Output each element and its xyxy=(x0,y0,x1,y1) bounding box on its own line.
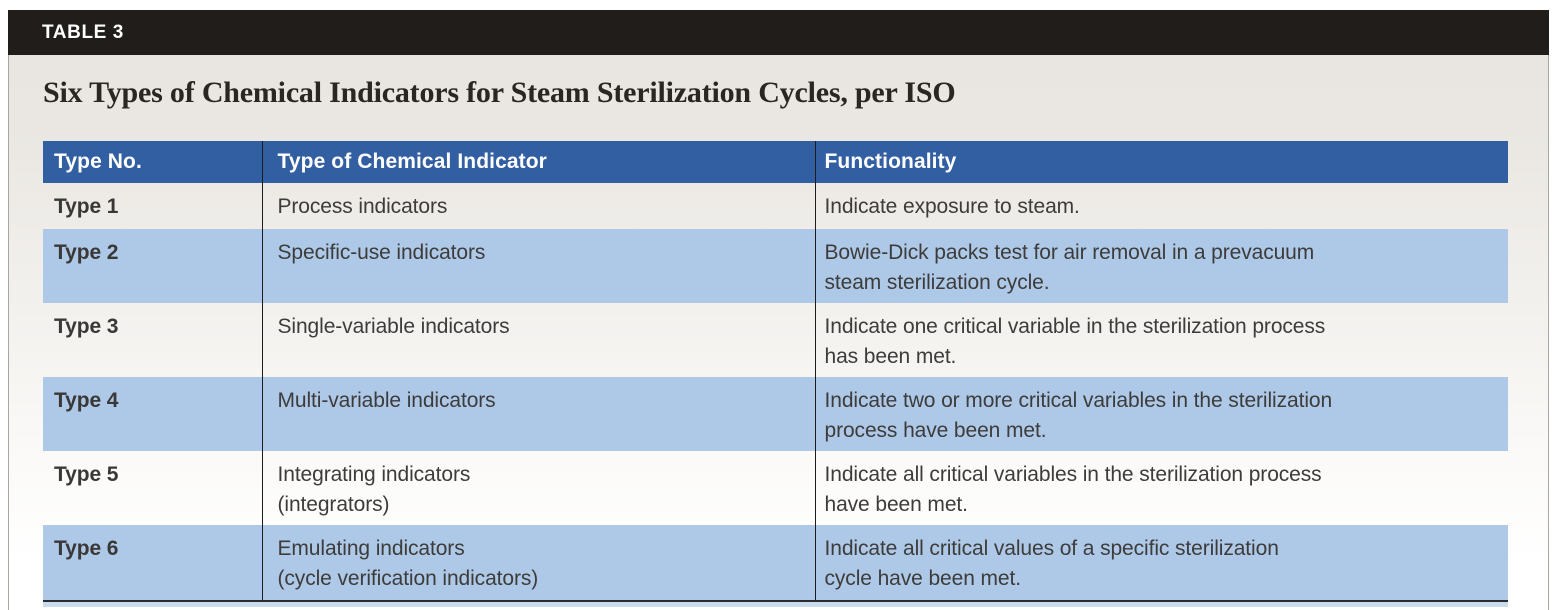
table-row: Type 5 Integrating indicators (integrato… xyxy=(43,451,1508,525)
table-row: Type 1 Process indicators Indicate expos… xyxy=(43,183,1508,229)
table-label-bar: TABLE 3 xyxy=(8,10,1549,55)
cell-line: Indicate two or more critical variables … xyxy=(824,389,1333,412)
page-title: Six Types of Chemical Indicators for Ste… xyxy=(43,76,956,109)
cell-line: Indicate all critical variables in the s… xyxy=(824,463,1322,486)
cell-line: Process indicators xyxy=(277,195,448,218)
cell-line: Indicate exposure to steam. xyxy=(824,195,1080,218)
cell-functionality: Indicate two or more critical variables … xyxy=(814,377,1508,451)
table-row: Type 2 Specific-use indicators Bowie-Dic… xyxy=(43,229,1508,303)
cell-indicator: Specific-use indicators xyxy=(261,229,815,303)
table-header-row: Type No. Type of Chemical Indicator Func… xyxy=(43,141,1508,183)
cell-indicator: Integrating indicators (integrators) xyxy=(261,451,815,525)
column-header-functionality: Functionality xyxy=(814,141,1508,183)
cell-line: Single-variable indicators xyxy=(277,315,510,338)
column-header-type-no: Type No. xyxy=(43,141,262,183)
cell-functionality: Indicate all critical values of a specif… xyxy=(814,525,1508,601)
cell-line: process have been met. xyxy=(824,419,1047,442)
chemical-indicators-table: Type No. Type of Chemical Indicator Func… xyxy=(43,141,1508,602)
column-header-indicator: Type of Chemical Indicator xyxy=(261,141,815,183)
cell-type-no: Type 3 xyxy=(54,315,119,338)
cell-line: has been met. xyxy=(824,345,957,368)
cell-type-no: Type 2 xyxy=(54,241,119,264)
cell-line: Indicate one critical variable in the st… xyxy=(824,315,1326,338)
title-block: Six Types of Chemical Indicators for Ste… xyxy=(9,55,1548,141)
cell-line: Integrating indicators xyxy=(277,463,471,486)
cell-indicator: Single-variable indicators xyxy=(261,303,815,377)
cell-type-no: Type 4 xyxy=(54,389,119,412)
cell-line: Bowie-Dick packs test for air removal in… xyxy=(824,241,1315,264)
cell-line: Specific-use indicators xyxy=(277,241,486,264)
table-bottom-strip xyxy=(43,602,1508,607)
cell-functionality: Indicate exposure to steam. xyxy=(814,183,1508,229)
cell-functionality: Indicate one critical variable in the st… xyxy=(814,303,1508,377)
cell-type-no: Type 6 xyxy=(54,537,119,560)
table-row: Type 4 Multi-variable indicators Indicat… xyxy=(43,377,1508,451)
cell-type-no: Type 1 xyxy=(54,195,119,218)
cell-line: Emulating indicators xyxy=(277,537,465,560)
cell-type-no: Type 5 xyxy=(54,463,119,486)
cell-line: Multi-variable indicators xyxy=(277,389,496,412)
cell-functionality: Indicate all critical variables in the s… xyxy=(814,451,1508,525)
cell-line: Indicate all critical values of a specif… xyxy=(824,537,1279,560)
table-row: Type 3 Single-variable indicators Indica… xyxy=(43,303,1508,377)
cell-functionality: Bowie-Dick packs test for air removal in… xyxy=(814,229,1508,303)
cell-indicator: Process indicators xyxy=(261,183,815,229)
figure-card: TABLE 3 Six Types of Chemical Indicators… xyxy=(8,10,1549,610)
cell-indicator: Multi-variable indicators xyxy=(261,377,815,451)
cell-indicator: Emulating indicators (cycle verification… xyxy=(261,525,815,601)
cell-line: cycle have been met. xyxy=(824,567,1022,590)
table-row: Type 6 Emulating indicators (cycle verif… xyxy=(43,525,1508,601)
cell-line: (cycle verification indicators) xyxy=(277,567,539,590)
cell-line: steam sterilization cycle. xyxy=(824,271,1050,294)
cell-line: have been met. xyxy=(824,493,968,516)
cell-line: (integrators) xyxy=(277,493,390,516)
table-label: TABLE 3 xyxy=(42,21,124,43)
